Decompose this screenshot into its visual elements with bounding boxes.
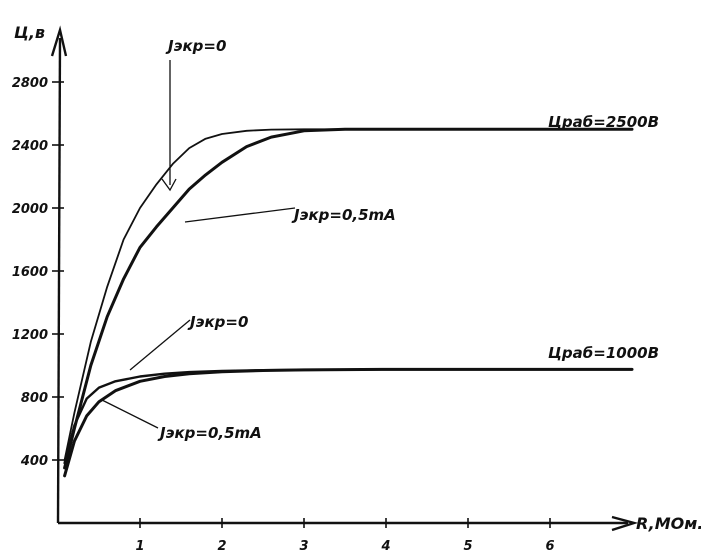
annotation-leaders	[101, 60, 296, 429]
label-upper-voltage: Цраб=2500В	[548, 113, 659, 131]
x-tick-label: 6	[545, 539, 554, 554]
x-tick-label: 4	[380, 539, 390, 554]
y-tick-label: 800	[21, 391, 48, 406]
y-axis	[56, 37, 62, 524]
y-tick-label: 2400	[12, 139, 48, 154]
series-group	[63, 127, 634, 478]
series-line-2	[63, 127, 634, 470]
y-tick-label: 2000	[12, 202, 48, 217]
label-lower-voltage: Цраб=1000В	[548, 344, 659, 362]
axes	[50, 25, 639, 532]
annotation-lower-j05: Jэкр=0,5mA	[157, 424, 262, 442]
ticks: 400 800 1200 1600 2000 2400 2800 1 2 3 4 5 6	[12, 76, 555, 554]
y-tick-label: 1600	[12, 265, 48, 280]
annotation-leader-line	[129, 319, 191, 371]
annotation-leader-line	[161, 178, 177, 192]
series-line-4	[63, 367, 634, 478]
x-axis-title: R,MOм.	[636, 514, 701, 533]
annotation-leader-line	[184, 207, 296, 223]
y-tick-label: 2800	[12, 76, 48, 91]
annotation-lower-j0: Jэкр=0	[187, 313, 248, 331]
y-axis-arrow	[50, 25, 68, 57]
series-line-3	[63, 368, 634, 465]
series-line-1	[63, 128, 633, 461]
annotation-upper-j05: Jэкр=0,5mA	[291, 206, 396, 224]
y-tick-label: 400	[20, 454, 48, 469]
x-tick-label: 1	[135, 539, 144, 554]
annotation-leader-line	[101, 399, 159, 429]
x-tick-label: 3	[299, 539, 308, 554]
annotation-upper-j0: Jэкр=0	[165, 37, 226, 55]
x-axis-arrow	[611, 515, 639, 532]
x-tick-label: 2	[217, 539, 226, 554]
y-axis-title: Ц,в	[14, 23, 45, 42]
x-tick-label: 5	[463, 539, 472, 554]
y-tick-label: 1200	[12, 328, 48, 343]
